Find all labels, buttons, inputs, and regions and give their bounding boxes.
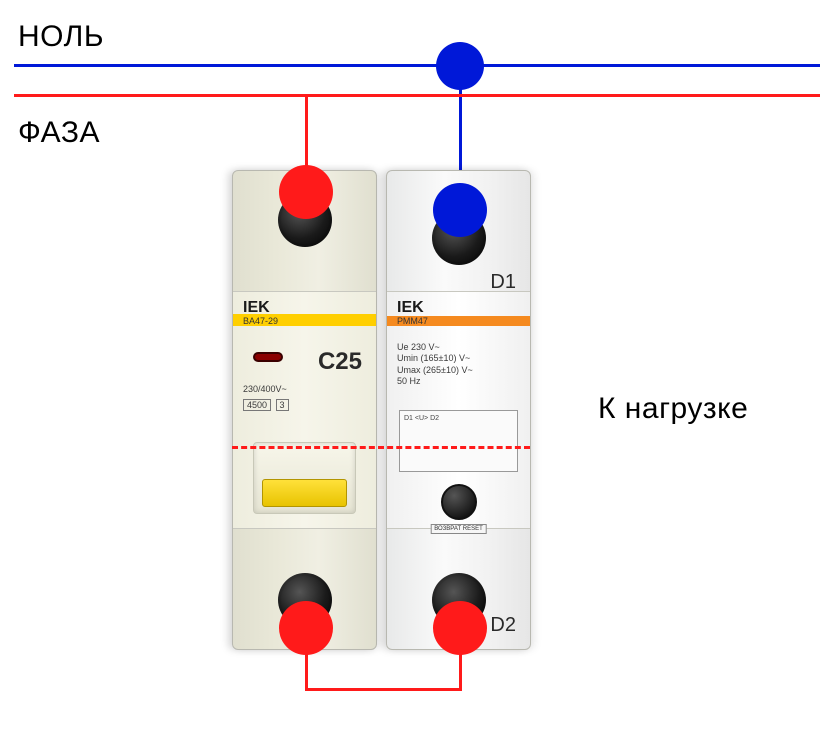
to-load-label: К нагрузке	[598, 392, 748, 426]
relay-series: РММ47	[397, 316, 520, 326]
relay-brand: IEK	[397, 300, 520, 316]
breaker-brand-strip: IEK BA47-29	[233, 298, 376, 326]
neutral-out-dot	[433, 601, 487, 655]
relay-umax: Umax (265±10) V~	[397, 365, 520, 376]
breaker-toggle-handle[interactable]	[262, 479, 347, 507]
phase-label: ФАЗА	[18, 116, 100, 150]
breaker-body: IEK BA47-29 C25 230/400V~ 4500 3	[233, 291, 376, 529]
relay-brand-strip: IEK РММ47	[387, 298, 530, 326]
phase-in-dot	[279, 165, 333, 219]
breaker-status-indicator	[253, 352, 283, 362]
voltage-relay: D1 D2 IEK РММ47 Ue 230 V~ Umin (165±10) …	[386, 170, 531, 650]
internal-link-dashed	[232, 446, 530, 449]
breaker-rating: C25	[318, 348, 362, 376]
phase-bus	[14, 94, 820, 97]
neutral-label: НОЛЬ	[18, 20, 104, 54]
relay-body: IEK РММ47 Ue 230 V~ Umin (165±10) V~ Uma…	[387, 291, 530, 529]
out-bridge	[305, 688, 462, 691]
relay-umin: Umin (165±10) V~	[397, 353, 520, 364]
breaker-series: BA47-29	[243, 316, 366, 326]
neutral-bus-dot	[436, 42, 484, 90]
relay-schematic-text: D1 <U> D2	[404, 415, 439, 422]
neutral-in-dot	[433, 183, 487, 237]
relay-freq: 50 Hz	[397, 376, 520, 387]
relay-schematic: D1 <U> D2	[399, 410, 518, 472]
breaker-toggle-slot	[253, 442, 356, 514]
neutral-bus	[14, 64, 820, 67]
breaker-icu: 4500	[243, 399, 271, 411]
relay-d2-label: D2	[490, 614, 516, 637]
relay-reset-label: ВОЗВРАТ RESET	[430, 524, 487, 534]
breaker-brand: IEK	[243, 300, 366, 316]
phase-out-dot	[279, 601, 333, 655]
circuit-breaker: IEK BA47-29 C25 230/400V~ 4500 3	[232, 170, 377, 650]
breaker-voltage: 230/400V~	[243, 384, 287, 394]
breaker-std: 3	[276, 399, 289, 411]
relay-reset-knob[interactable]	[441, 484, 477, 520]
relay-ue: Ue 230 V~	[397, 342, 520, 353]
